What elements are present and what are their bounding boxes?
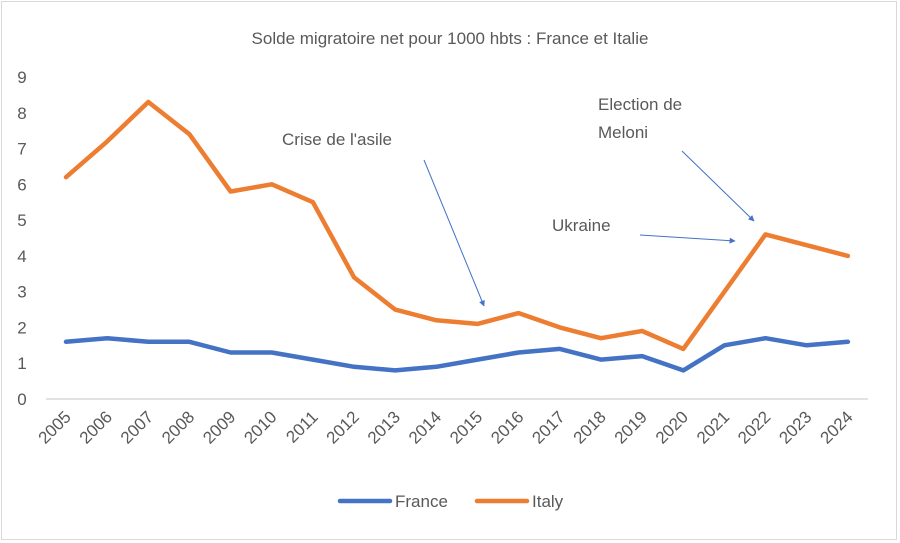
y-tick-label: 8 [17,104,26,123]
annotation-ukraine: Ukraine [552,216,736,244]
annotation-meloni-line2: Meloni [598,123,648,142]
y-tick-label: 5 [17,211,26,230]
x-tick-label: 2022 [734,407,774,447]
annotation-meloni-arrow [681,150,755,222]
y-tick-label: 3 [17,283,26,302]
x-tick-label: 2021 [693,407,733,447]
x-tick-label: 2010 [240,407,280,447]
x-tick-label: 2024 [816,407,856,447]
x-tick-label: 2013 [364,407,404,447]
x-tick-label: 2011 [282,407,321,446]
annotation-meloni-line1: Election de [598,95,682,114]
x-tick-label: 2016 [487,407,527,447]
annotation-meloni: Election de Meloni [598,95,755,222]
annotation-crise: Crise de l'asile [282,130,485,307]
annotation-ukraine-label: Ukraine [552,216,611,235]
y-tick-label: 0 [17,390,26,409]
x-tick-label: 2017 [528,407,568,447]
x-tick-label: 2015 [446,407,486,447]
series-line-france [63,335,851,373]
y-tick-label: 7 [17,140,26,159]
y-tick-label: 4 [17,247,26,266]
x-tick-label: 2008 [158,407,198,447]
x-tick-label: 2014 [405,407,445,447]
y-tick-label: 9 [17,68,26,87]
y-tick-label: 2 [17,318,26,337]
legend-label-france: France [395,492,448,511]
x-tick-label: 2005 [35,407,75,447]
x-tick-label: 2020 [652,407,692,447]
x-tick-label: 2018 [570,407,610,447]
x-tick-label: 2012 [323,407,363,447]
legend-label-italy: Italy [532,492,564,511]
x-tick-label: 2023 [775,407,815,447]
x-tick-label: 2006 [76,407,116,447]
y-tick-label: 6 [17,175,26,194]
x-tick-label: 2019 [611,407,651,447]
x-tick-label: 2009 [199,407,239,447]
series-line-italy [63,99,851,352]
chart-title: Solde migratoire net pour 1000 hbts : Fr… [252,29,649,48]
annotation-ukraine-arrow [639,234,736,244]
y-tick-label: 1 [17,354,26,373]
annotation-crise-arrow [423,159,485,307]
x-tick-label: 2007 [117,407,157,447]
annotation-crise-label: Crise de l'asile [282,130,392,149]
